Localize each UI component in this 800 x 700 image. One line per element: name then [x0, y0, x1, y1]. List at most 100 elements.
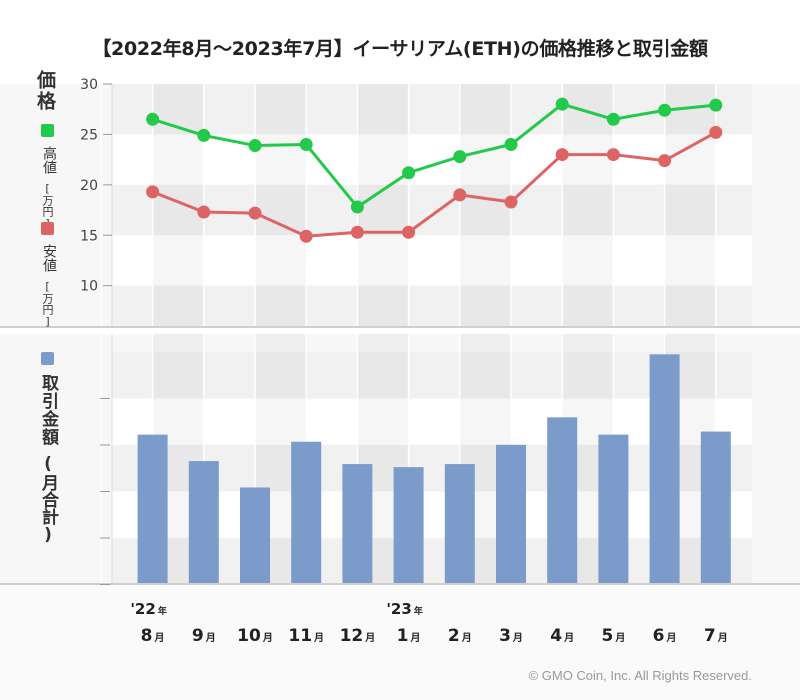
x-tick-year-label: '23 年 [386, 600, 422, 618]
volume-bar [291, 441, 322, 583]
x-tick-month: 1 [397, 626, 409, 646]
price-band [112, 235, 752, 286]
low-price-point [197, 205, 211, 219]
volume-bar [547, 417, 578, 583]
price-month-shade [357, 84, 408, 326]
x-tick-month: 11 [288, 626, 312, 646]
low-price-point [402, 225, 416, 239]
low-price-point [350, 225, 364, 239]
x-tick: 8 月 '22 年 [130, 600, 166, 646]
x-tick-month: 4 [550, 626, 562, 646]
x-tick: 10 月 [237, 626, 273, 646]
x-tick-month-unit: 月 [410, 632, 421, 644]
high-price-point [402, 166, 416, 180]
x-tick-month-unit: 月 [666, 632, 677, 644]
x-axis-bg [0, 585, 800, 700]
x-tick-month: 7 [704, 626, 716, 646]
x-tick-month-unit: 月 [563, 632, 574, 644]
volume-panel [100, 354, 731, 585]
low-price-point [299, 229, 313, 243]
x-tick-month: 5 [601, 626, 613, 646]
volume-bar [496, 444, 526, 583]
low-price-point [709, 125, 723, 139]
copyright: © GMO Coin, Inc. All Rights Reserved. [528, 668, 752, 683]
legend-high-unit: [万円] [41, 182, 54, 230]
x-tick-month: 8 [141, 626, 153, 646]
high-price-point [709, 98, 723, 112]
x-tick-month: 10 [237, 626, 261, 646]
high-price-point [453, 150, 467, 164]
high-price-point [658, 103, 672, 117]
price-band [112, 285, 752, 326]
high-price-point [504, 138, 518, 151]
high-price-point [350, 200, 364, 214]
x-tick: 11 月 [288, 626, 324, 646]
x-tick-label: 12 月 [340, 626, 376, 646]
volume-axis-unit: (月合計) [38, 454, 58, 545]
x-tick-month: 2 [448, 626, 460, 646]
price-band [112, 84, 752, 135]
low-price-point [555, 148, 569, 162]
chart-title: 【2022年8月〜2023年7月】イーサリアム(ETH)の価格推移と取引金額 [92, 38, 708, 60]
volume-bar [700, 431, 731, 583]
high-price-point [248, 139, 262, 153]
low-price-point [658, 154, 672, 168]
low-price-point [453, 188, 467, 202]
x-tick-month-unit: 月 [512, 632, 523, 644]
x-tick-month-unit: 月 [614, 632, 625, 644]
x-tick-year-unit: 年 [414, 605, 423, 617]
price-tick-label: 20 [80, 178, 98, 194]
legend-volume-swatch [41, 352, 54, 365]
volume-axis-label: 取引金額 [38, 374, 58, 446]
high-price-point [197, 128, 211, 142]
volume-bar [342, 464, 373, 583]
low-price-point [146, 185, 160, 199]
x-tick-month-unit: 月 [313, 632, 324, 644]
volume-band [112, 398, 752, 445]
high-price-point [299, 138, 313, 151]
x-tick-month-unit: 月 [461, 632, 472, 644]
x-tick-month: 6 [653, 626, 665, 646]
x-tick-month: 9 [192, 626, 204, 646]
price-month-shade [460, 84, 511, 326]
low-price-line [152, 131, 717, 238]
price-tick-label: 10 [80, 279, 98, 295]
price-tick-label: 30 [80, 77, 98, 93]
x-tick-label: 10 月 [237, 626, 273, 646]
price-month-shade [562, 84, 613, 326]
volume-bar [240, 487, 270, 583]
x-tick-month: 3 [499, 626, 511, 646]
volume-bar [598, 434, 629, 583]
legend-low-label: 安値 [41, 244, 57, 272]
price-month-shade [255, 84, 306, 326]
legend-high-label: 高値 [41, 146, 57, 174]
volume-bar [649, 354, 680, 583]
high-price-line [152, 102, 716, 210]
low-price-point [606, 148, 620, 162]
x-tick: 1 月 '23 年 [386, 600, 422, 646]
high-price-point [606, 112, 620, 126]
price-tick-label: 25 [80, 127, 98, 143]
high-price-point [146, 112, 160, 126]
x-tick-year-unit: 年 [158, 605, 167, 617]
x-tick-month-unit: 月 [205, 632, 216, 644]
price-month-shade [665, 84, 716, 326]
x-tick-year: '23 [386, 600, 411, 618]
price-band [112, 184, 752, 236]
legend-high-swatch [41, 124, 54, 137]
